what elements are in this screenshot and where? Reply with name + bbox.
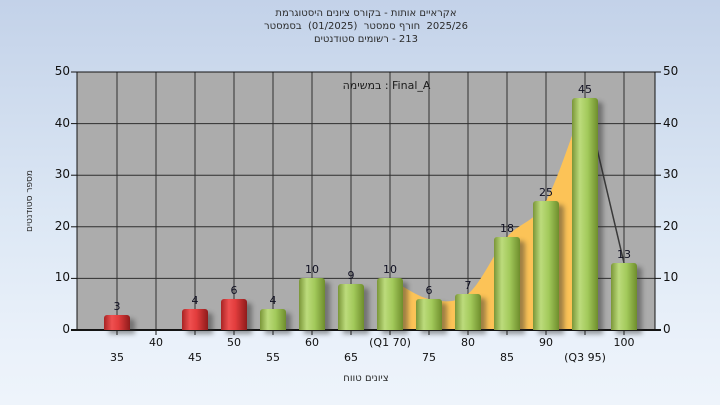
- bar-60: [299, 278, 325, 330]
- bar-70: [377, 278, 403, 330]
- y-tick-label-left-10: 10: [54, 270, 70, 285]
- bar-value-label-95: 45: [578, 82, 592, 96]
- chart-title-line-1: היסטוגרמת‎ ציונים‎ בקורס‎ - אותות‎ אקראי…: [275, 8, 457, 19]
- y-tick-label-left-40: 40: [54, 115, 70, 130]
- bar-80: [455, 293, 481, 330]
- x-axis-title: טווח‎ ציונים: [343, 373, 389, 384]
- legend-label: במשימה‎ : Final_A: [342, 79, 431, 92]
- bar-value-label-45: 4: [191, 294, 199, 308]
- bar-55: [260, 309, 286, 330]
- bar-65: [338, 283, 364, 330]
- x-tick-label-35: 35: [110, 351, 124, 364]
- x-tick-label-50: 50: [227, 336, 241, 349]
- y-axis-title: מספר סטודנטים: [25, 170, 35, 232]
- bar-100: [611, 262, 637, 330]
- x-tick-label-40: 40: [149, 336, 163, 349]
- x-tick-label-55: 55: [266, 351, 280, 364]
- x-tick-label-85: 85: [500, 351, 514, 364]
- chart-title-line-2: בסמסטר‎ (01/2025) סמסטר‎ חורף‎ 2025/26: [263, 21, 469, 32]
- bar-value-label-65: 9: [347, 268, 355, 282]
- bar-value-label-60: 10: [305, 263, 319, 277]
- bar-value-label-50: 6: [230, 284, 238, 298]
- x-tick-label-100: 100: [613, 336, 635, 349]
- y-tick-label-left-20: 20: [54, 218, 70, 233]
- chart-title: היסטוגרמת‎ ציונים‎ בקורס‎ - אותות‎ אקראי…: [77, 7, 655, 46]
- x-tick-label-75: 75: [422, 351, 436, 364]
- bar-95: [572, 97, 598, 330]
- bar-value-label-55: 4: [269, 294, 277, 308]
- bar-value-label-100: 13: [617, 247, 631, 261]
- bar-value-label-85: 18: [500, 222, 514, 236]
- y-tick-label-right-50: 50: [663, 64, 679, 78]
- chart-title-line-3: סטודנטים‎ רשומים‎ - 213: [314, 34, 418, 45]
- bar-50: [221, 299, 247, 330]
- bar-value-label-70: 10: [383, 263, 397, 277]
- x-tick-label-65: 65: [344, 351, 358, 364]
- bar-75: [416, 299, 442, 330]
- y-tick-label-right-10: 10: [663, 270, 679, 285]
- bar-90: [533, 201, 559, 330]
- y-tick-label-right-30: 30: [663, 167, 679, 182]
- x-tick-label-70: (Q1 70): [369, 336, 411, 349]
- bar-value-label-80: 7: [464, 278, 472, 292]
- bar-35: [104, 314, 130, 330]
- x-tick-label-80: 80: [461, 336, 475, 349]
- y-tick-label-left-0: 0: [62, 322, 70, 336]
- bar-value-label-35: 3: [113, 299, 121, 313]
- y-tick-label-left-30: 30: [54, 167, 70, 182]
- x-tick-label-90: 90: [539, 336, 553, 349]
- x-tick-label-95: (Q3 95): [564, 351, 606, 364]
- y-tick-label-right-40: 40: [663, 115, 679, 130]
- y-tick-label-right-0: 0: [663, 322, 671, 336]
- bar-45: [182, 309, 208, 330]
- y-tick-label-right-20: 20: [663, 218, 679, 233]
- y-tick-label-left-50: 50: [54, 64, 70, 78]
- x-tick-label-45: 45: [188, 351, 202, 364]
- bar-value-label-90: 25: [539, 186, 553, 199]
- bar-value-label-75: 6: [425, 284, 433, 298]
- x-tick-label-60: 60: [305, 336, 319, 349]
- bar-85: [494, 237, 520, 330]
